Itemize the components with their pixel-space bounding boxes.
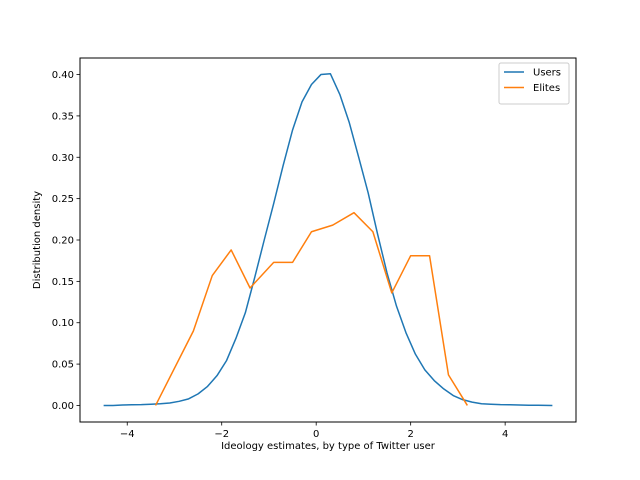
y-tick-label: 0.20 (52, 236, 74, 247)
y-tick-label: 0.40 (52, 70, 74, 81)
x-tick-label: 2 (407, 429, 413, 440)
x-tick-label: −4 (120, 429, 135, 440)
y-tick-label: 0.05 (52, 360, 74, 371)
legend-label-users: Users (533, 68, 561, 79)
y-ticks: 0.00 0.05 0.10 0.15 0.20 0.25 0.30 0.35 0.40 (52, 70, 80, 412)
series-line-elites (154, 211, 468, 406)
y-axis-label: Distribution density (32, 191, 43, 289)
plot-frame (79, 57, 577, 423)
y-tick-label: 0.25 (52, 194, 74, 205)
y-tick-label: 0.30 (52, 153, 74, 164)
y-tick-label: 0.15 (52, 277, 74, 288)
legend: Users Elites (498, 62, 570, 105)
series-line-users (103, 72, 553, 407)
y-tick-label: 0.35 (52, 111, 74, 122)
y-tick-label: 0.00 (52, 401, 74, 412)
x-tick-label: 0 (313, 429, 319, 440)
y-tick-label: 0.10 (52, 318, 74, 329)
legend-label-elites: Elites (533, 83, 560, 94)
x-ticks: −4 −2 0 2 4 (120, 422, 508, 440)
x-axis-label: Ideology estimates, by type of Twitter u… (221, 441, 436, 452)
x-tick-label: 4 (502, 429, 508, 440)
series-layer (103, 72, 553, 407)
legend-box (498, 62, 570, 105)
x-tick-label: −2 (214, 429, 229, 440)
